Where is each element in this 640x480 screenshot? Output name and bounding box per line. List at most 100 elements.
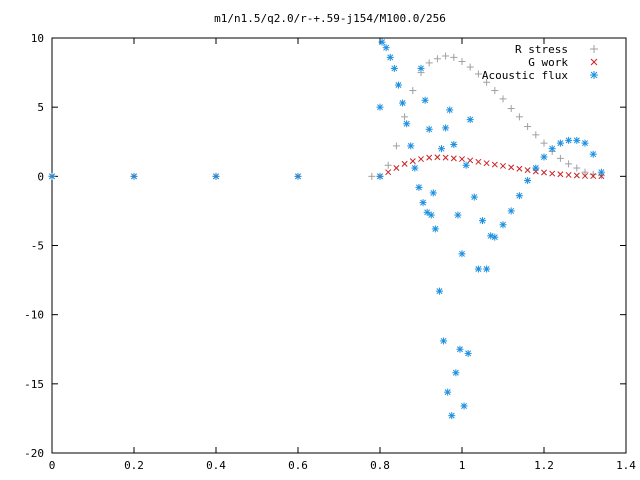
y-tick-label: -5 <box>31 240 44 253</box>
y-tick-label: 0 <box>37 170 44 183</box>
data-point <box>384 161 392 169</box>
x-tick-label: 0.2 <box>124 459 144 472</box>
legend-marker <box>590 71 598 79</box>
data-point <box>425 59 433 67</box>
x-tick-label: 0.6 <box>288 459 308 472</box>
data-point <box>392 142 400 150</box>
data-point <box>452 369 460 377</box>
data-point <box>48 172 56 180</box>
data-point <box>573 172 580 179</box>
data-point <box>556 154 564 162</box>
data-point <box>540 153 548 161</box>
data-point <box>394 81 402 89</box>
data-point <box>378 38 386 46</box>
y-tick-label: -10 <box>24 309 44 322</box>
data-point <box>479 217 486 225</box>
data-point <box>499 221 507 229</box>
data-point <box>450 141 458 149</box>
data-point <box>442 154 449 161</box>
data-point <box>462 161 470 169</box>
data-point <box>500 162 506 169</box>
chart-title: m1/n1.5/q2.0/r-+.59-j154/M100.0/256 <box>214 12 446 25</box>
data-point <box>130 172 138 180</box>
data-point <box>590 173 597 180</box>
data-point <box>212 172 220 180</box>
data-point <box>444 388 452 396</box>
x-tick-label: 0.4 <box>206 459 226 472</box>
data-point <box>460 402 468 410</box>
data-point <box>429 189 437 197</box>
data-point <box>450 53 458 61</box>
data-point <box>499 95 507 103</box>
data-point <box>524 176 532 184</box>
data-point <box>548 145 556 153</box>
data-point <box>433 55 441 63</box>
data-point <box>573 164 581 172</box>
data-point <box>417 64 425 72</box>
data-point <box>466 63 474 71</box>
legend-label: Acoustic flux <box>482 69 568 82</box>
data-point <box>483 160 490 167</box>
data-point <box>491 161 498 168</box>
data-point <box>390 64 398 72</box>
data-point <box>411 164 419 172</box>
data-point <box>368 172 376 180</box>
x-tick-label: 1.2 <box>534 459 554 472</box>
data-point <box>376 103 384 111</box>
data-point <box>549 170 556 177</box>
data-point <box>440 337 448 345</box>
data-point <box>565 136 573 144</box>
data-point <box>466 116 474 124</box>
data-point <box>597 168 605 176</box>
data-point <box>448 412 456 420</box>
data-point <box>438 145 445 153</box>
data-point <box>515 113 523 121</box>
y-tick-label: 5 <box>37 101 44 114</box>
data-point <box>294 172 302 180</box>
data-point <box>446 106 454 114</box>
series-2 <box>48 38 605 420</box>
data-point <box>507 105 515 113</box>
data-point <box>556 139 564 147</box>
data-point <box>582 172 588 179</box>
data-point <box>515 192 523 200</box>
data-point <box>565 171 572 178</box>
data-point <box>401 160 408 167</box>
data-point <box>541 169 547 176</box>
data-point <box>464 349 472 357</box>
data-point <box>385 169 392 176</box>
axis-ticks: 0 0.2 0.4 0.6 0.8 1 1.2 1.4 10 5 0 -5 -10 -15 -20 <box>24 32 636 472</box>
data-point <box>458 58 466 66</box>
legend-label: G work <box>528 56 568 69</box>
data-point <box>435 287 443 295</box>
data-point <box>467 157 474 164</box>
data-point <box>421 96 429 104</box>
data-point <box>491 87 499 95</box>
data-point <box>532 131 540 139</box>
y-tick-label: 10 <box>31 32 44 45</box>
data-point <box>442 52 450 60</box>
data-point <box>407 142 415 150</box>
data-point <box>507 207 515 215</box>
data-point <box>431 225 439 233</box>
data-point <box>483 265 491 273</box>
x-tick-label: 0.8 <box>370 459 390 472</box>
data-point <box>573 136 581 144</box>
data-point <box>382 44 390 52</box>
data-point <box>483 78 491 86</box>
data-point <box>442 124 450 132</box>
data-point <box>508 164 515 171</box>
data-point <box>393 165 400 172</box>
data-point <box>491 233 499 241</box>
data-point <box>434 154 441 161</box>
legend-marker <box>590 58 598 66</box>
data-point <box>409 158 416 165</box>
data-point <box>426 154 433 161</box>
data-point <box>415 183 423 191</box>
y-tick-label: -15 <box>24 378 44 391</box>
data-point <box>524 123 532 131</box>
data-point <box>456 345 464 353</box>
data-point <box>458 250 466 258</box>
data-point <box>376 172 384 180</box>
